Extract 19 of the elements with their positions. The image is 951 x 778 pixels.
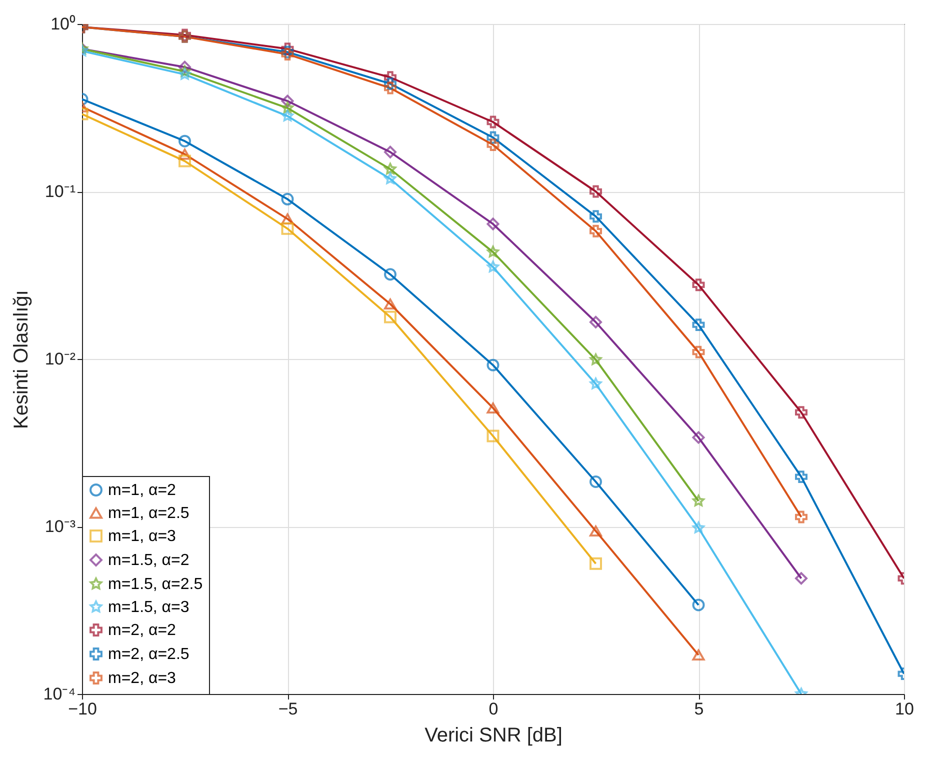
legend-label: m=2, α=2.5 [108,646,190,663]
legend-label: m=2, α=2 [108,622,176,639]
legend-label: m=1, α=2 [108,482,176,499]
legend-label: m=1.5, α=2 [108,552,190,569]
y-tick-label: 10⁰ [50,14,76,34]
x-tick-label: 10 [895,700,914,718]
legend-label: m=1, α=3 [108,528,176,545]
y-tick-label: 10⁻¹ [44,182,76,201]
y-axis-title: Kesinti Olasılığı [10,290,32,429]
legend-label: m=2, α=3 [108,670,176,687]
x-axis-title: Verici SNR [dB] [424,724,562,746]
y-tick-label: 10⁻³ [44,517,76,536]
y-tick-label: 10⁻² [44,350,76,368]
x-tick-label: 0 [488,700,498,718]
legend-label: m=1.5, α=3 [108,599,190,616]
x-tick-label: −5 [278,700,298,718]
legend-label: m=1, α=2.5 [108,505,190,522]
x-tick-label: 5 [694,700,704,718]
legend-label: m=1.5, α=2.5 [108,576,203,593]
